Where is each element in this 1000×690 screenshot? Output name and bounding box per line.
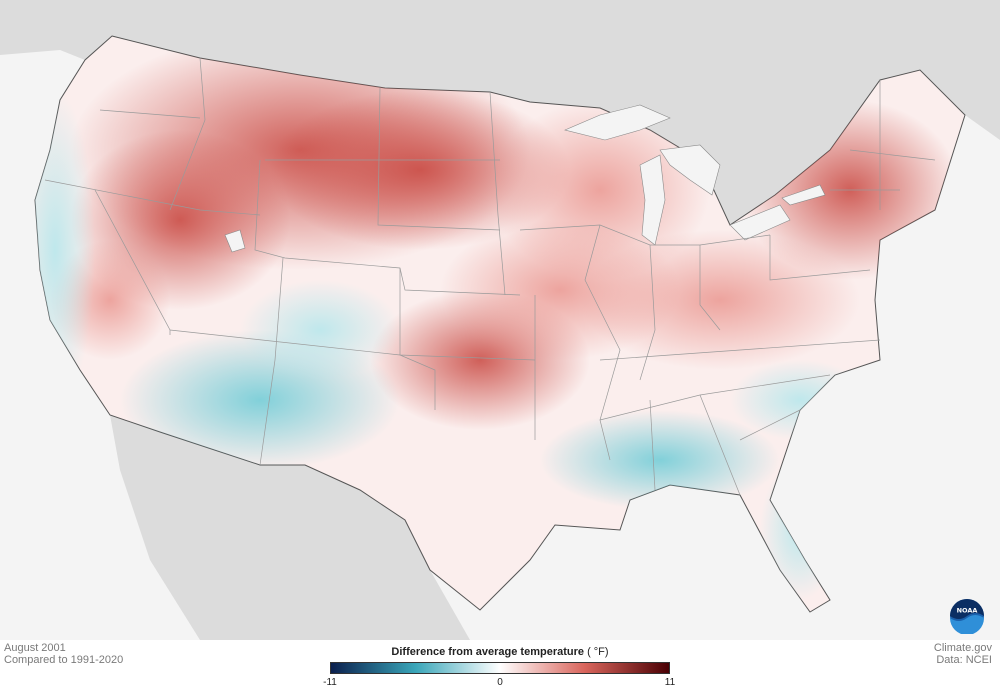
period-label: August 2001: [4, 642, 66, 654]
legend-max-label: 11: [664, 677, 676, 688]
credit-site: Climate.gov: [933, 642, 992, 654]
state-borders: [44, 57, 936, 496]
temperature-anomaly-map: [0, 0, 1000, 640]
footer: August 2001 Compared to 1991-2020 Climat…: [0, 640, 1000, 690]
noaa-logo-text: NOAA: [957, 607, 978, 615]
surrounding-land: [0, 0, 1000, 640]
credit-data: Data: NCEI: [936, 654, 992, 666]
noaa-logo: NOAA: [950, 599, 984, 634]
legend-mid-label: 0: [497, 677, 503, 688]
legend-title-text: Difference from average temperature: [391, 646, 584, 658]
legend-unit: ( °F): [587, 646, 609, 658]
legend-color-bar: [330, 662, 670, 674]
great-lakes: [564, 104, 826, 246]
great-salt-lake: [224, 229, 246, 253]
legend-title: Difference from average temperature ( °F…: [0, 646, 1000, 658]
baseline-label: Compared to 1991-2020: [4, 654, 124, 666]
legend-min-label: -11: [323, 677, 337, 688]
